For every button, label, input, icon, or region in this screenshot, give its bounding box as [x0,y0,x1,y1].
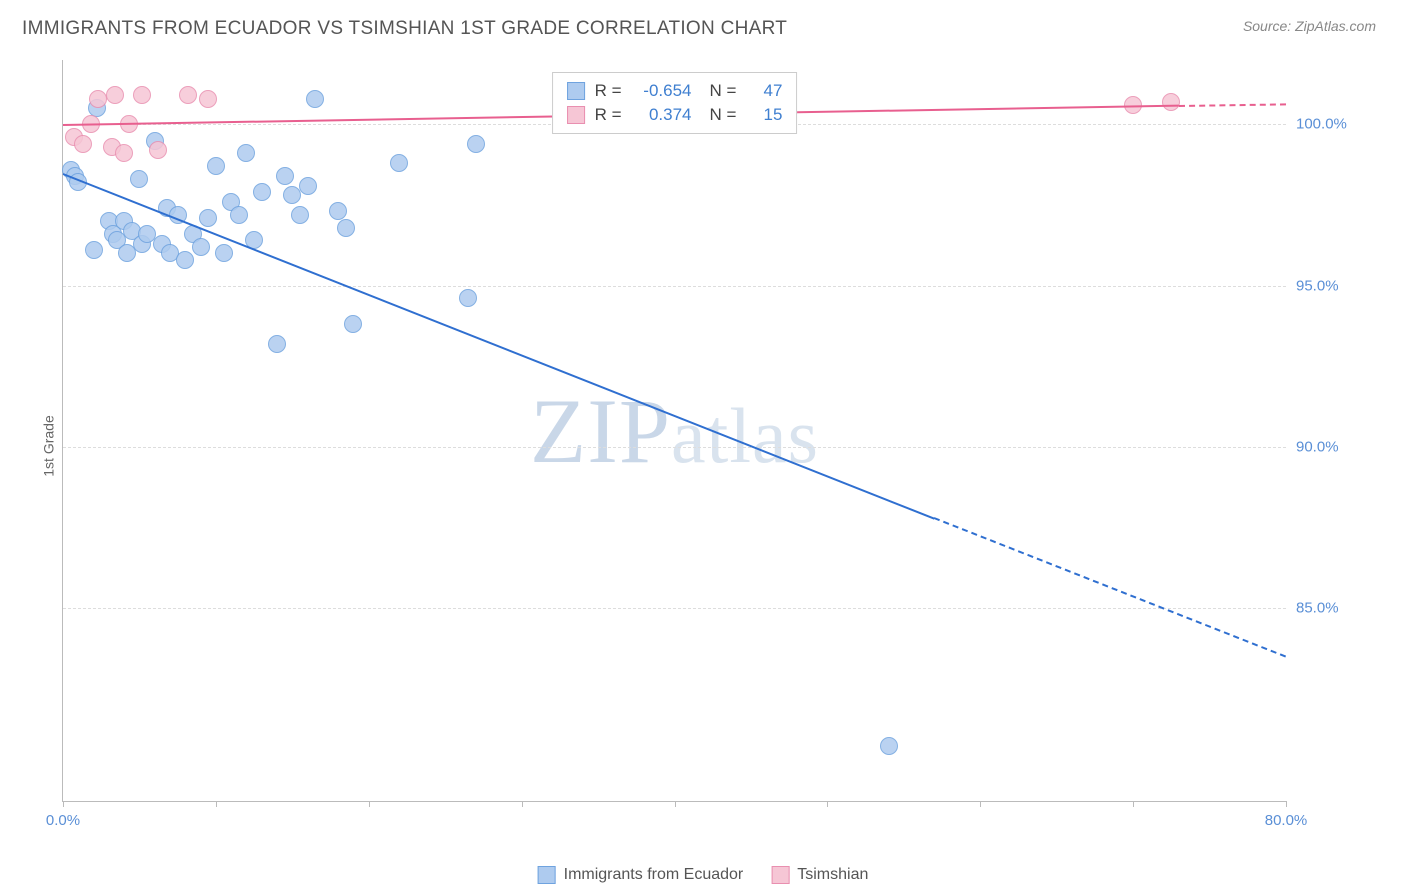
y-tick-label: 95.0% [1296,277,1366,294]
x-tick [216,801,217,807]
legend-swatch [538,866,556,884]
data-point [133,86,151,104]
data-point [176,251,194,269]
legend-n-label: N = [710,103,737,127]
gridline [63,608,1286,609]
legend-n-value: 15 [746,103,782,127]
data-point [149,141,167,159]
data-point [230,206,248,224]
legend-stats-row: R = 0.374 N = 15 [567,103,783,127]
chart-area: 1st Grade ZIPatlas 85.0%90.0%95.0%100.0%… [22,50,1376,842]
data-point [291,206,309,224]
data-point [237,144,255,162]
y-axis-label: 1st Grade [41,415,57,476]
chart-header: IMMIGRANTS FROM ECUADOR VS TSIMSHIAN 1ST… [0,0,1406,40]
legend-r-value: -0.654 [632,79,692,103]
legend-item: Tsimshian [771,866,868,884]
legend-r-label: R = [595,103,622,127]
data-point [89,90,107,108]
legend-swatch [771,866,789,884]
gridline [63,447,1286,448]
data-point [337,219,355,237]
legend-stats: R = -0.654 N = 47 R = 0.374 N = 15 [552,72,798,134]
legend-label: Tsimshian [797,866,868,884]
data-point [215,244,233,262]
data-point [106,86,124,104]
legend-r-label: R = [595,79,622,103]
data-point [306,90,324,108]
legend-n-value: 47 [746,79,782,103]
x-tick [63,801,64,807]
x-tick-label: 0.0% [46,812,80,829]
y-tick-label: 85.0% [1296,599,1366,616]
data-point [192,238,210,256]
legend-swatch [567,106,585,124]
x-tick [827,801,828,807]
data-point [390,154,408,172]
data-point [74,135,92,153]
gridline [63,286,1286,287]
y-tick-label: 100.0% [1296,116,1366,133]
x-tick [369,801,370,807]
x-tick [980,801,981,807]
legend-stats-row: R = -0.654 N = 47 [567,79,783,103]
data-point [1162,93,1180,111]
data-point [199,209,217,227]
data-point [276,167,294,185]
legend-r-value: 0.374 [632,103,692,127]
data-point [199,90,217,108]
trend-line [63,173,935,520]
data-point [85,241,103,259]
chart-source: Source: ZipAtlas.com [1243,18,1376,34]
x-tick [522,801,523,807]
legend-item: Immigrants from Ecuador [538,866,744,884]
data-point [115,144,133,162]
x-tick [1133,801,1134,807]
x-tick [1286,801,1287,807]
data-point [207,157,225,175]
plot-region: ZIPatlas 85.0%90.0%95.0%100.0%0.0%80.0%R… [62,60,1286,802]
x-tick [675,801,676,807]
data-point [299,177,317,195]
data-point [253,183,271,201]
data-point [344,315,362,333]
legend-label: Immigrants from Ecuador [564,866,744,884]
data-point [467,135,485,153]
trend-line [934,518,1286,658]
y-tick-label: 90.0% [1296,438,1366,455]
data-point [179,86,197,104]
x-tick-label: 80.0% [1265,812,1308,829]
legend-bottom: Immigrants from Ecuador Tsimshian [538,866,869,884]
data-point [130,170,148,188]
data-point [459,289,477,307]
legend-swatch [567,82,585,100]
legend-n-label: N = [710,79,737,103]
trend-line [1179,103,1286,107]
watermark: ZIPatlas [530,378,819,484]
data-point [880,737,898,755]
data-point [268,335,286,353]
chart-title: IMMIGRANTS FROM ECUADOR VS TSIMSHIAN 1ST… [22,18,787,40]
